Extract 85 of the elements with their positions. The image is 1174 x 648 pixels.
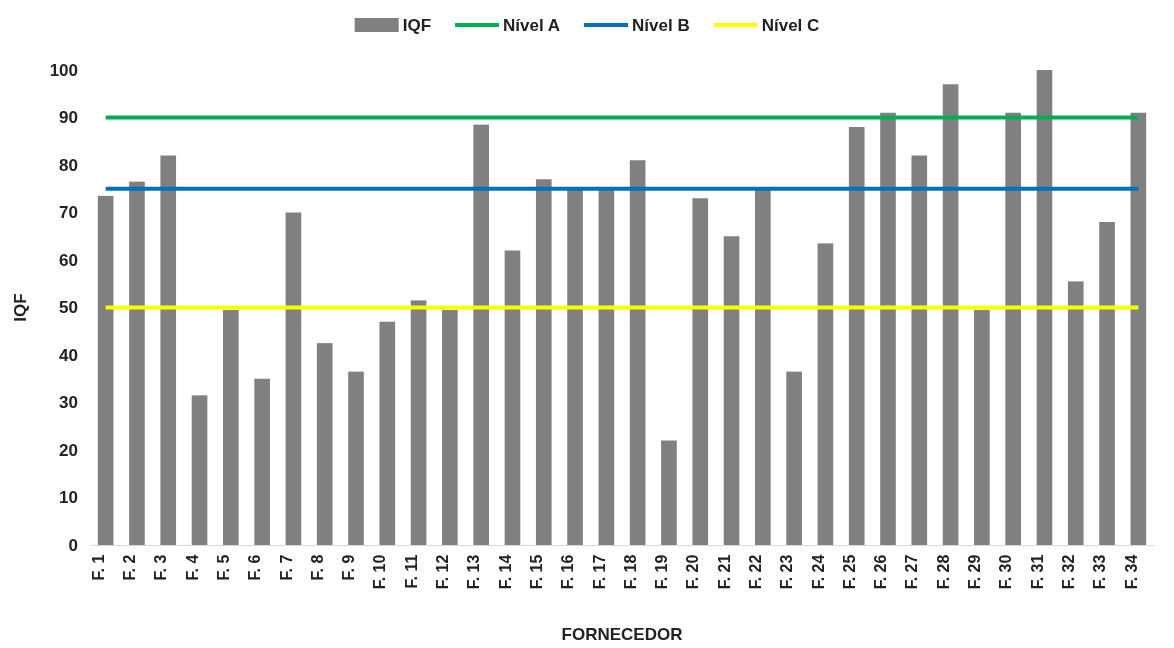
y-tick-label: 10 — [59, 488, 78, 508]
y-tick-label: 30 — [59, 393, 78, 413]
x-tick-label: F. 28 — [934, 554, 952, 590]
x-tick-label: F. 16 — [559, 554, 577, 590]
bar — [974, 309, 990, 545]
x-tick-label: F. 22 — [747, 554, 765, 590]
y-tick-label: 80 — [59, 155, 78, 175]
y-tick-label: 60 — [59, 250, 78, 270]
bar — [1099, 222, 1115, 545]
x-tick-label: F. 14 — [496, 554, 514, 590]
x-tick-label: F. 12 — [434, 554, 452, 590]
bar — [692, 198, 709, 545]
x-tick-label: F. 2 — [121, 554, 139, 581]
y-tick-label: 90 — [59, 108, 78, 128]
x-tick-label: F. 26 — [872, 554, 890, 590]
legend-label: Nível B — [632, 16, 690, 35]
bar — [786, 371, 802, 545]
x-tick-label: F. 18 — [621, 554, 639, 590]
y-tick-label: 40 — [59, 345, 78, 365]
x-tick-label: F. 31 — [1028, 554, 1046, 590]
bar — [598, 188, 615, 545]
x-tick-label: F. 13 — [465, 554, 483, 590]
y-tick-label: 20 — [59, 440, 78, 460]
bar — [254, 378, 270, 545]
bar — [97, 195, 114, 545]
x-tick-label: F. 34 — [1122, 554, 1140, 590]
x-tick-label: F. 27 — [903, 554, 921, 590]
legend-label: Nível A — [503, 16, 561, 35]
x-tick-label: F. 19 — [653, 554, 671, 590]
bar — [817, 243, 834, 545]
x-tick-label: F. 3 — [152, 554, 170, 581]
legend-label: IQF — [402, 16, 432, 35]
x-tick-label: F. 1 — [89, 554, 107, 581]
bar — [848, 127, 865, 545]
bar — [504, 250, 521, 545]
x-tick-label: F. 20 — [684, 554, 702, 590]
x-tick-label: F. 17 — [590, 554, 608, 590]
bar — [661, 440, 677, 545]
bar — [379, 321, 396, 545]
bar — [316, 343, 333, 545]
x-tick-label: F. 5 — [215, 554, 233, 581]
bar — [410, 300, 427, 545]
bar — [723, 236, 740, 545]
x-tick-label: F. 6 — [246, 554, 264, 581]
bar — [191, 395, 208, 545]
legend-label: Nível C — [761, 16, 820, 35]
x-tick-label: F. 11 — [402, 554, 420, 589]
x-tick-label: F. 23 — [778, 554, 796, 590]
bar — [285, 212, 302, 545]
x-tick-label: F. 15 — [527, 554, 545, 590]
x-tick-label: F. 9 — [340, 554, 358, 581]
x-tick-label: F. 21 — [715, 554, 733, 590]
x-axis-title: FORNECEDOR — [561, 625, 683, 644]
x-tick-label: F. 4 — [183, 554, 201, 581]
bar — [1067, 281, 1084, 545]
y-tick-label: 100 — [49, 60, 78, 80]
x-tick-label: F. 24 — [809, 554, 827, 590]
bar — [880, 112, 896, 545]
bar — [1130, 112, 1147, 545]
x-tick-label: F. 10 — [371, 554, 389, 590]
bar — [755, 188, 771, 545]
bar — [442, 309, 458, 545]
bar — [911, 155, 928, 545]
bar — [348, 371, 364, 545]
y-axis-title: IQF — [11, 293, 30, 322]
x-tick-label: F. 25 — [840, 554, 858, 590]
y-tick-label: 70 — [59, 203, 78, 223]
x-tick-label: F. 8 — [308, 554, 326, 581]
x-tick-label: F. 32 — [1059, 554, 1077, 590]
bar — [1005, 112, 1021, 545]
bar — [473, 124, 489, 545]
bar — [942, 84, 959, 545]
bar — [223, 309, 239, 545]
bar — [567, 188, 583, 545]
x-tick-label: F. 7 — [277, 554, 295, 581]
y-tick-label: 50 — [59, 298, 78, 318]
bar — [129, 181, 145, 545]
y-tick-label: 0 — [68, 535, 78, 555]
x-tick-label: F. 33 — [1091, 554, 1109, 590]
bar — [629, 160, 646, 545]
x-tick-label: F. 29 — [966, 554, 984, 590]
x-tick-label: F. 30 — [997, 554, 1015, 590]
bar — [1036, 70, 1053, 545]
bar — [160, 155, 177, 545]
bar — [535, 179, 552, 545]
